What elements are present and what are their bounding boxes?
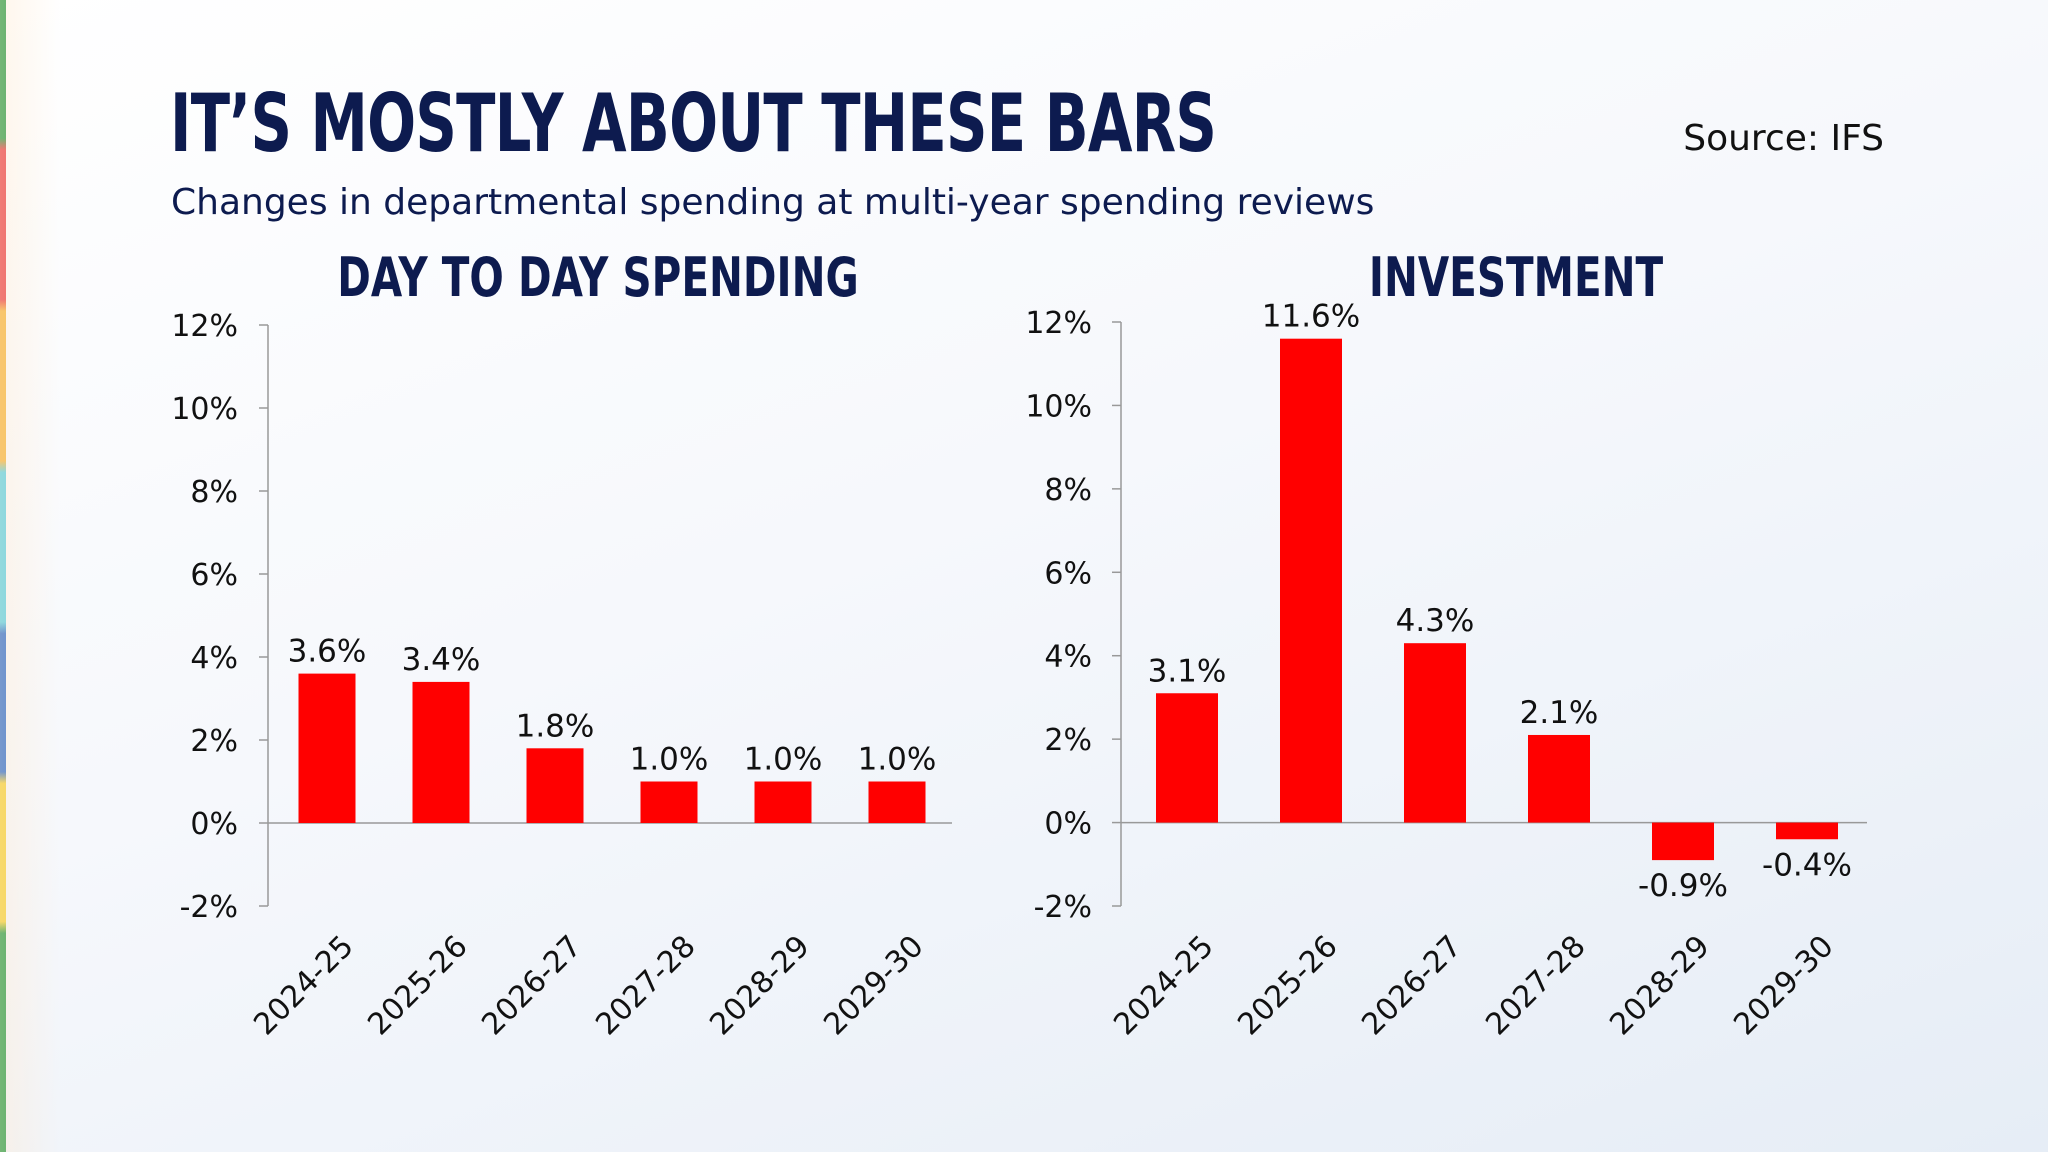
page-title: IT’S MOSTLY ABOUT THESE BARS: [170, 77, 1217, 170]
decorative-edge-glow: [0, 0, 60, 1152]
chart-1-y-tick-label: 4%: [190, 641, 238, 676]
chart-1-x-tick-label: 2029-30: [817, 929, 930, 1042]
chart-1-x-tick-label: 2028-29: [703, 929, 816, 1042]
chart-2-data-label: 4.3%: [1396, 603, 1475, 639]
chart-2-x-tick-label: 2025-26: [1231, 929, 1344, 1042]
chart-1-y-tick-label: 8%: [190, 475, 238, 510]
chart-1-y-tick-label: 12%: [171, 309, 238, 344]
decorative-color-strip: [0, 0, 6, 1152]
chart-1-x-tick-label: 2027-28: [589, 929, 702, 1042]
chart-2-data-label: 11.6%: [1262, 299, 1360, 335]
chart-2-data-label: -0.4%: [1762, 847, 1852, 883]
chart-1-y-tick-label: -2%: [180, 890, 238, 925]
chart-1-bar: [868, 781, 926, 823]
chart-2-x-tick-label: 2029-30: [1727, 929, 1840, 1042]
chart-2-bar: [1776, 822, 1838, 840]
chart-1-y-tick-label: 10%: [171, 392, 238, 427]
chart-1-bar: [412, 681, 470, 823]
chart-2-x-tick-label: 2027-28: [1479, 929, 1592, 1042]
chart-1-bar: [526, 748, 584, 823]
chart-2-y-tick-label: 4%: [1044, 640, 1092, 675]
chart-1-y-tick-label: 2%: [190, 724, 238, 759]
chart-2-y-tick-label: 8%: [1044, 473, 1092, 508]
chart-2-bar: [1156, 693, 1218, 823]
chart-2-x-tick-label: 2028-29: [1603, 929, 1716, 1042]
chart-1-data-label: 1.0%: [630, 742, 709, 778]
chart-2-bar: [1528, 734, 1590, 823]
chart-2-x-tick-label: 2026-27: [1355, 929, 1468, 1042]
chart-1-y-tick-label: 6%: [190, 558, 238, 593]
chart-2-data-label: 2.1%: [1520, 695, 1599, 731]
chart-2-data-label: -0.9%: [1638, 868, 1728, 904]
chart-1-x-tick-label: 2025-26: [361, 929, 474, 1042]
chart-1-bar: [298, 673, 356, 823]
chart-1-x-tick-label: 2026-27: [475, 929, 588, 1042]
chart-1-bar: [640, 781, 698, 823]
chart-1-data-label: 3.4%: [402, 642, 481, 678]
source-label: Source: IFS: [1683, 118, 1884, 159]
chart-2-bar: [1652, 822, 1714, 861]
chart-1-data-label: 1.0%: [858, 742, 937, 778]
chart-2-y-tick-label: 2%: [1044, 723, 1092, 758]
chart-2-y-tick-label: -2%: [1034, 890, 1092, 925]
chart-1-x-tick-label: 2024-25: [247, 929, 360, 1042]
page-subtitle: Changes in departmental spending at mult…: [171, 182, 1375, 223]
chart-2-bar: [1280, 338, 1342, 823]
chart-1-y-tick-label: 0%: [190, 807, 238, 842]
chart-2-y-tick-label: 0%: [1044, 807, 1092, 842]
chart-title-day-to-day: DAY TO DAY SPENDING: [337, 246, 859, 309]
chart-1-data-label: 1.0%: [744, 742, 823, 778]
chart-1-data-label: 1.8%: [516, 708, 595, 744]
chart-title-investment: INVESTMENT: [1368, 246, 1664, 309]
chart-2-data-label: 3.1%: [1148, 653, 1227, 689]
chart-1-data-label: 3.6%: [288, 634, 367, 670]
chart-2-bar: [1404, 643, 1466, 823]
chart-2-y-tick-label: 10%: [1025, 389, 1092, 424]
chart-2-y-tick-label: 6%: [1044, 556, 1092, 591]
chart-2-y-tick-label: 12%: [1025, 306, 1092, 341]
chart-2-x-tick-label: 2024-25: [1107, 929, 1220, 1042]
chart-1-bar: [754, 781, 812, 823]
